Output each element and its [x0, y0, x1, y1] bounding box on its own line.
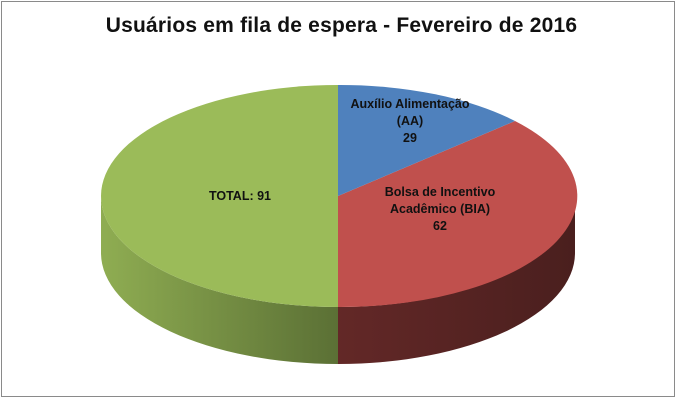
- label-aa-line2: (AA): [396, 114, 424, 128]
- chart-title: Usuários em fila de espera - Fevereiro d…: [105, 14, 578, 37]
- label-aa: Auxílio Alimentação (AA) 29: [340, 96, 480, 147]
- slice-aa[interactable]: [338, 84, 515, 196]
- slice-total[interactable]: [101, 85, 338, 307]
- label-bia-line2: Acadêmico (BIA): [389, 202, 491, 216]
- slice-bia[interactable]: [338, 121, 578, 308]
- slice-bia-side: [338, 196, 575, 364]
- slice-total-side: [101, 196, 338, 364]
- label-bia-value: 62: [433, 219, 447, 233]
- label-total: TOTAL: 91: [208, 189, 272, 203]
- label-aa-value: 29: [403, 131, 417, 145]
- label-bia-line1: Bolsa de Incentivo: [384, 185, 496, 199]
- label-bia: Bolsa de Incentivo Acadêmico (BIA) 62: [370, 184, 510, 235]
- label-aa-line1: Auxílio Alimentação: [350, 97, 470, 111]
